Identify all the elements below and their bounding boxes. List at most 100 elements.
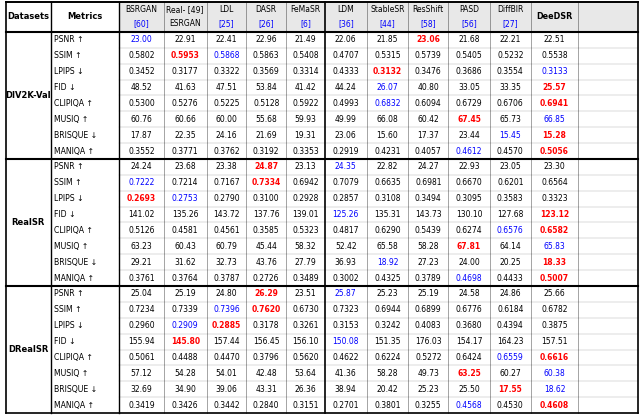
Text: 0.6944: 0.6944: [374, 305, 401, 314]
Text: 0.2726: 0.2726: [253, 273, 280, 283]
Text: 65.83: 65.83: [543, 242, 565, 251]
Text: 0.3771: 0.3771: [172, 146, 198, 156]
Text: 0.4570: 0.4570: [497, 146, 524, 156]
Text: 17.87: 17.87: [131, 131, 152, 140]
Text: 60.27: 60.27: [499, 369, 521, 378]
Text: 0.5272: 0.5272: [415, 353, 442, 362]
Text: 127.68: 127.68: [497, 210, 524, 219]
Text: 0.3569: 0.3569: [253, 67, 280, 76]
Text: CLIPIQA ↑: CLIPIQA ↑: [54, 353, 93, 362]
Text: 55.68: 55.68: [255, 115, 277, 124]
Text: 0.6776: 0.6776: [456, 305, 483, 314]
Text: 43.31: 43.31: [255, 385, 277, 394]
Text: 25.23: 25.23: [377, 289, 398, 298]
Text: 0.6635: 0.6635: [374, 178, 401, 187]
Text: 0.4612: 0.4612: [456, 146, 483, 156]
Text: 0.4707: 0.4707: [332, 51, 359, 60]
Text: 40.80: 40.80: [417, 83, 439, 92]
Text: 32.73: 32.73: [216, 258, 237, 267]
Text: DeeDSR: DeeDSR: [536, 12, 573, 22]
Text: 53.84: 53.84: [255, 83, 277, 92]
Text: 24.87: 24.87: [254, 162, 278, 171]
Text: 0.4057: 0.4057: [415, 146, 442, 156]
Text: 25.04: 25.04: [131, 289, 152, 298]
Text: 0.3178: 0.3178: [253, 321, 280, 330]
Text: 24.35: 24.35: [335, 162, 356, 171]
Text: 125.26: 125.26: [333, 210, 359, 219]
Text: 23.51: 23.51: [294, 289, 316, 298]
Text: 0.3002: 0.3002: [332, 273, 359, 283]
Text: MUSIQ ↑: MUSIQ ↑: [54, 115, 88, 124]
Text: 0.2840: 0.2840: [253, 400, 280, 410]
Text: 130.10: 130.10: [456, 210, 483, 219]
Text: 154.17: 154.17: [456, 337, 483, 346]
Text: 24.24: 24.24: [131, 162, 152, 171]
Text: 67.45: 67.45: [457, 115, 481, 124]
Text: 23.68: 23.68: [175, 162, 196, 171]
Text: [60]: [60]: [134, 20, 149, 29]
Text: 0.4394: 0.4394: [497, 321, 524, 330]
Text: 0.6274: 0.6274: [456, 226, 483, 235]
Text: 0.5323: 0.5323: [292, 226, 319, 235]
Text: 0.5225: 0.5225: [213, 99, 240, 108]
Text: 0.3426: 0.3426: [172, 400, 198, 410]
Text: 0.4488: 0.4488: [172, 353, 198, 362]
Text: 60.00: 60.00: [216, 115, 237, 124]
Text: 23.06: 23.06: [417, 35, 440, 44]
Text: 24.16: 24.16: [216, 131, 237, 140]
Text: LDM: LDM: [337, 5, 354, 15]
Text: 44.24: 44.24: [335, 83, 356, 92]
Text: 36.93: 36.93: [335, 258, 356, 267]
Text: StableSR: StableSR: [371, 5, 404, 15]
Text: 0.6424: 0.6424: [456, 353, 483, 362]
Text: 63.23: 63.23: [131, 242, 152, 251]
Text: 42.48: 42.48: [255, 369, 277, 378]
Text: 0.3552: 0.3552: [128, 146, 155, 156]
Text: 26.36: 26.36: [294, 385, 316, 394]
Text: 43.76: 43.76: [255, 258, 277, 267]
Text: 53.64: 53.64: [294, 369, 316, 378]
Text: 31.62: 31.62: [175, 258, 196, 267]
Text: 0.7334: 0.7334: [252, 178, 281, 187]
Text: 15.28: 15.28: [543, 131, 566, 140]
Text: 150.08: 150.08: [333, 337, 359, 346]
Text: 0.2960: 0.2960: [128, 321, 155, 330]
Text: [36]: [36]: [338, 20, 354, 29]
Text: MANIQA ↑: MANIQA ↑: [54, 146, 93, 156]
Text: 0.3177: 0.3177: [172, 67, 198, 76]
Text: 0.6582: 0.6582: [540, 226, 569, 235]
Text: DRealSR: DRealSR: [8, 345, 49, 354]
Text: 0.4530: 0.4530: [497, 400, 524, 410]
Text: 0.3585: 0.3585: [253, 226, 280, 235]
Text: 0.3489: 0.3489: [292, 273, 319, 283]
Text: 0.6730: 0.6730: [292, 305, 319, 314]
Text: FID ↓: FID ↓: [54, 337, 75, 346]
Text: 0.4325: 0.4325: [374, 273, 401, 283]
Text: 0.2693: 0.2693: [127, 194, 156, 203]
Text: 123.12: 123.12: [540, 210, 569, 219]
Text: 0.4698: 0.4698: [456, 273, 483, 283]
Text: 0.6942: 0.6942: [292, 178, 319, 187]
Text: 143.72: 143.72: [213, 210, 240, 219]
Text: 22.91: 22.91: [175, 35, 196, 44]
Text: 0.7396: 0.7396: [213, 305, 240, 314]
Text: 19.31: 19.31: [294, 131, 316, 140]
Text: 0.4622: 0.4622: [333, 353, 359, 362]
Text: PSNR ↑: PSNR ↑: [54, 35, 83, 44]
Text: 18.33: 18.33: [543, 258, 566, 267]
Text: 0.5922: 0.5922: [292, 99, 319, 108]
Bar: [119, 2, 638, 32]
Text: 0.6290: 0.6290: [374, 226, 401, 235]
Text: 0.5315: 0.5315: [374, 51, 401, 60]
Text: 49.99: 49.99: [335, 115, 356, 124]
Text: 0.4817: 0.4817: [333, 226, 359, 235]
Text: 0.6782: 0.6782: [541, 305, 568, 314]
Text: 0.3442: 0.3442: [213, 400, 240, 410]
Text: 33.05: 33.05: [458, 83, 480, 92]
Text: 49.73: 49.73: [417, 369, 439, 378]
Text: 0.3762: 0.3762: [213, 146, 240, 156]
Text: 63.25: 63.25: [457, 369, 481, 378]
Text: 0.3153: 0.3153: [332, 321, 359, 330]
Text: SSIM ↑: SSIM ↑: [54, 178, 81, 187]
Text: 41.63: 41.63: [174, 83, 196, 92]
